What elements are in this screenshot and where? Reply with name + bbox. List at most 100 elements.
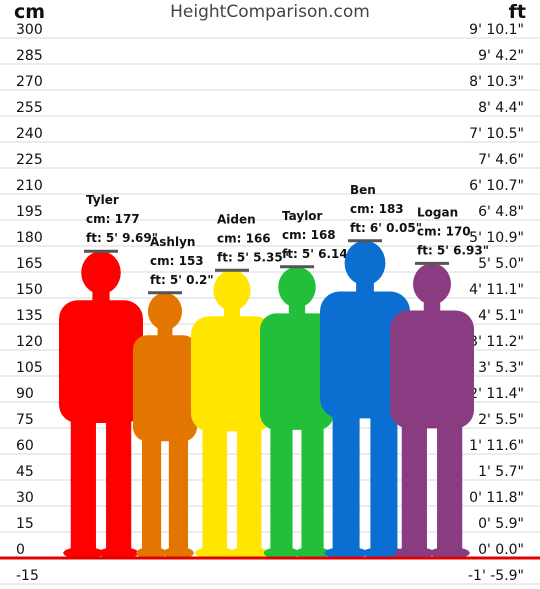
right-foot-shape xyxy=(229,547,269,559)
right-leg-shape xyxy=(236,402,262,550)
ft-unit-header: ft xyxy=(508,1,526,23)
neck-shape xyxy=(92,287,110,304)
left-leg-shape xyxy=(332,386,360,550)
y-tick-cm: 30 xyxy=(16,490,34,506)
y-tick-ft: 3' 5.3" xyxy=(478,360,524,376)
right-foot-shape xyxy=(362,547,406,559)
left-foot-shape xyxy=(136,547,167,559)
y-tick-cm: 180 xyxy=(16,230,43,246)
person-cm-label: cm: 183 xyxy=(350,202,404,216)
person-silhouette-logan xyxy=(390,263,474,559)
left-foot-shape xyxy=(195,547,235,559)
person-name-label: Ashlyn xyxy=(150,235,195,249)
y-tick-ft: 6' 10.7" xyxy=(469,178,524,194)
person-cm-label: cm: 168 xyxy=(282,228,336,242)
right-foot-shape xyxy=(294,547,331,559)
y-tick-cm: 165 xyxy=(16,256,43,272)
y-tick-cm: 240 xyxy=(16,126,43,142)
person-name-label: Taylor xyxy=(282,209,323,223)
y-tick-ft: 1' 5.7" xyxy=(478,464,524,480)
head-shape xyxy=(81,251,121,295)
person-cm-label: cm: 177 xyxy=(86,212,140,226)
neck-shape xyxy=(157,324,173,338)
y-tick-ft: 3' 11.2" xyxy=(469,334,524,350)
person-silhouette-aiden xyxy=(191,270,273,559)
neck-shape xyxy=(356,278,374,295)
y-tick-cm: 150 xyxy=(16,282,43,298)
site-name: HeightComparison.com xyxy=(170,2,370,22)
y-tick-cm: 300 xyxy=(16,22,43,38)
person-cm-label: cm: 153 xyxy=(150,254,204,268)
y-tick-ft: 1' 11.6" xyxy=(469,438,524,454)
y-tick-ft: 4' 11.1" xyxy=(469,282,524,298)
neck-shape xyxy=(288,301,306,317)
y-tick-cm: 75 xyxy=(16,412,34,428)
y-tick-cm: 45 xyxy=(16,464,34,480)
torso-shape xyxy=(191,316,273,432)
y-tick-ft: 0' 11.8" xyxy=(469,490,524,506)
person-name-label: Logan xyxy=(417,205,458,219)
y-tick-ft: 0' 0.0" xyxy=(478,542,524,558)
right-foot-shape xyxy=(429,547,470,559)
y-tick-ft: 0' 5.9" xyxy=(478,516,524,532)
right-leg-shape xyxy=(168,414,189,550)
right-leg-shape xyxy=(301,400,324,550)
person-name-label: Aiden xyxy=(217,212,256,226)
left-leg-shape xyxy=(270,400,293,550)
y-tick-cm: 195 xyxy=(16,204,43,220)
person-ft-label: ft: 6' 0.05" xyxy=(350,221,422,235)
y-tick-cm: 60 xyxy=(16,438,34,454)
y-tick-ft: 2' 5.5" xyxy=(478,412,524,428)
y-tick-ft: 9' 4.2" xyxy=(478,48,524,64)
y-tick-cm: 90 xyxy=(16,386,34,402)
head-shape xyxy=(147,292,183,330)
y-tick-cm: 225 xyxy=(16,152,43,168)
y-tick-cm: 120 xyxy=(16,334,43,350)
y-tick-ft: 5' 10.9" xyxy=(469,230,524,246)
right-foot-shape xyxy=(98,547,139,559)
y-tick-ft: 7' 10.5" xyxy=(469,126,524,142)
cm-unit-header: cm xyxy=(14,1,46,23)
person-silhouette-ashlyn xyxy=(133,292,197,559)
y-tick-cm: 210 xyxy=(16,178,43,194)
y-tick-ft: 8' 4.4" xyxy=(478,100,524,116)
y-tick-cm: -15 xyxy=(16,568,39,584)
y-tick-ft: -1' -5.9" xyxy=(468,568,524,584)
left-foot-shape xyxy=(394,547,435,559)
head-shape xyxy=(213,270,251,311)
person-ft-label: ft: 5' 9.69" xyxy=(86,231,158,245)
person-name-label: Tyler xyxy=(86,193,119,207)
right-leg-shape xyxy=(106,392,132,550)
right-foot-shape xyxy=(163,547,194,559)
y-tick-cm: 105 xyxy=(16,360,43,376)
head-shape xyxy=(344,240,386,286)
person-silhouette-tyler xyxy=(59,251,143,559)
head-shape xyxy=(278,266,316,308)
head-shape xyxy=(413,263,451,305)
y-tick-cm: 255 xyxy=(16,100,43,116)
y-tick-cm: 270 xyxy=(16,74,43,90)
y-tick-ft: 6' 4.8" xyxy=(478,204,524,220)
y-tick-ft: 4' 5.1" xyxy=(478,308,524,324)
y-tick-cm: 0 xyxy=(16,542,25,558)
y-tick-ft: 5' 5.0" xyxy=(478,256,524,272)
person-cm-label: cm: 166 xyxy=(217,231,271,245)
neck-shape xyxy=(223,304,241,319)
person-ft-label: ft: 5' 0.2" xyxy=(150,273,214,287)
person-ft-label: ft: 5' 6.14" xyxy=(282,247,354,261)
left-foot-shape xyxy=(263,547,300,559)
person-ft-label: ft: 5' 5.35" xyxy=(217,250,289,264)
y-tick-cm: 285 xyxy=(16,48,43,64)
person-name-label: Ben xyxy=(350,183,376,197)
person-silhouette-taylor xyxy=(260,266,334,559)
y-tick-cm: 15 xyxy=(16,516,34,532)
left-foot-shape xyxy=(324,547,368,559)
neck-shape xyxy=(423,298,441,314)
y-tick-ft: 9' 10.1" xyxy=(469,22,524,38)
person-ft-label: ft: 5' 6.93" xyxy=(417,243,489,257)
right-leg-shape xyxy=(437,398,463,550)
left-foot-shape xyxy=(63,547,104,559)
left-leg-shape xyxy=(141,414,162,550)
